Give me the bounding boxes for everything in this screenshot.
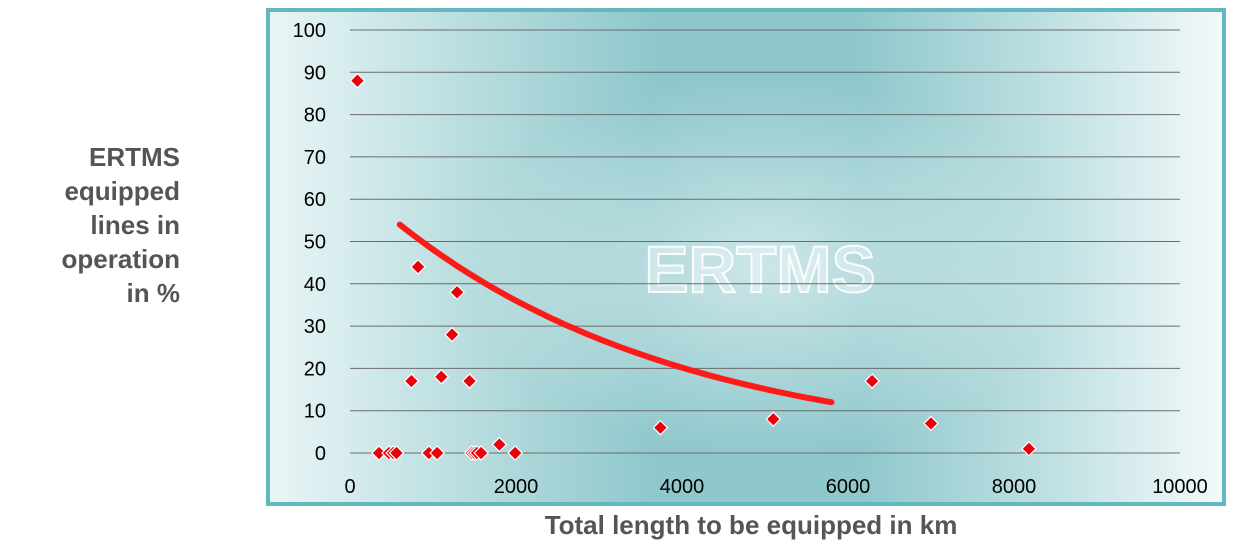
plot-area-frame <box>266 8 1226 506</box>
data-point <box>461 373 478 389</box>
data-point <box>449 284 465 301</box>
data-point <box>507 445 524 461</box>
y-tick-label: 60 <box>304 189 326 211</box>
data-point <box>403 373 420 389</box>
gridlines <box>350 29 1180 454</box>
data-point <box>864 373 880 389</box>
y-tick-label: 40 <box>304 274 326 296</box>
data-point <box>473 445 489 461</box>
x-tick-label: 8000 <box>992 476 1037 498</box>
y-tick-label: 0 <box>315 443 326 465</box>
data-point <box>765 411 782 428</box>
y-axis-title-line: equipped <box>64 176 180 206</box>
x-axis-title: Total length to be equipped in km <box>544 510 958 540</box>
data-point <box>923 415 939 432</box>
data-point <box>1021 440 1037 457</box>
data-point <box>429 445 445 461</box>
x-tick-label: 0 <box>344 476 355 498</box>
data-point <box>491 436 508 453</box>
y-axis-title-line: lines in <box>90 210 180 240</box>
data-point <box>652 419 669 436</box>
x-tick-label: 6000 <box>826 476 871 498</box>
y-axis-title: ERTMS equipped lines in operation in % <box>0 140 180 310</box>
x-tick-label: 2000 <box>494 476 539 498</box>
x-tick-label: 10000 <box>1152 476 1208 498</box>
y-axis-title-line: in % <box>126 278 180 308</box>
ertms-watermark-text: ERTMS <box>645 232 876 306</box>
y-tick-label: 20 <box>304 358 326 380</box>
y-tick-label: 50 <box>304 232 326 254</box>
data-points <box>349 72 1037 461</box>
y-axis-title-line: operation <box>61 244 180 274</box>
x-tick-label: 4000 <box>660 476 705 498</box>
y-tick-label: 30 <box>304 316 326 338</box>
y-tick-label: 70 <box>304 147 326 169</box>
data-point <box>444 326 460 343</box>
data-point <box>388 445 405 461</box>
y-tick-label: 100 <box>293 20 326 42</box>
data-point <box>410 259 426 275</box>
trend-curve <box>396 221 835 406</box>
y-tick-label: 90 <box>304 62 326 84</box>
data-point <box>349 72 366 89</box>
tick-labels: 0 10 20 30 40 50 60 70 80 90 100 0 2000 4000 6000 8000 1… <box>293 20 1208 498</box>
y-tick-label: 80 <box>304 105 326 127</box>
data-point <box>433 369 450 385</box>
trend-layer <box>396 221 835 406</box>
y-axis-title-line: ERTMS <box>89 142 180 172</box>
y-tick-label: 10 <box>304 401 326 423</box>
background-layer: ERTMS <box>644 231 877 307</box>
